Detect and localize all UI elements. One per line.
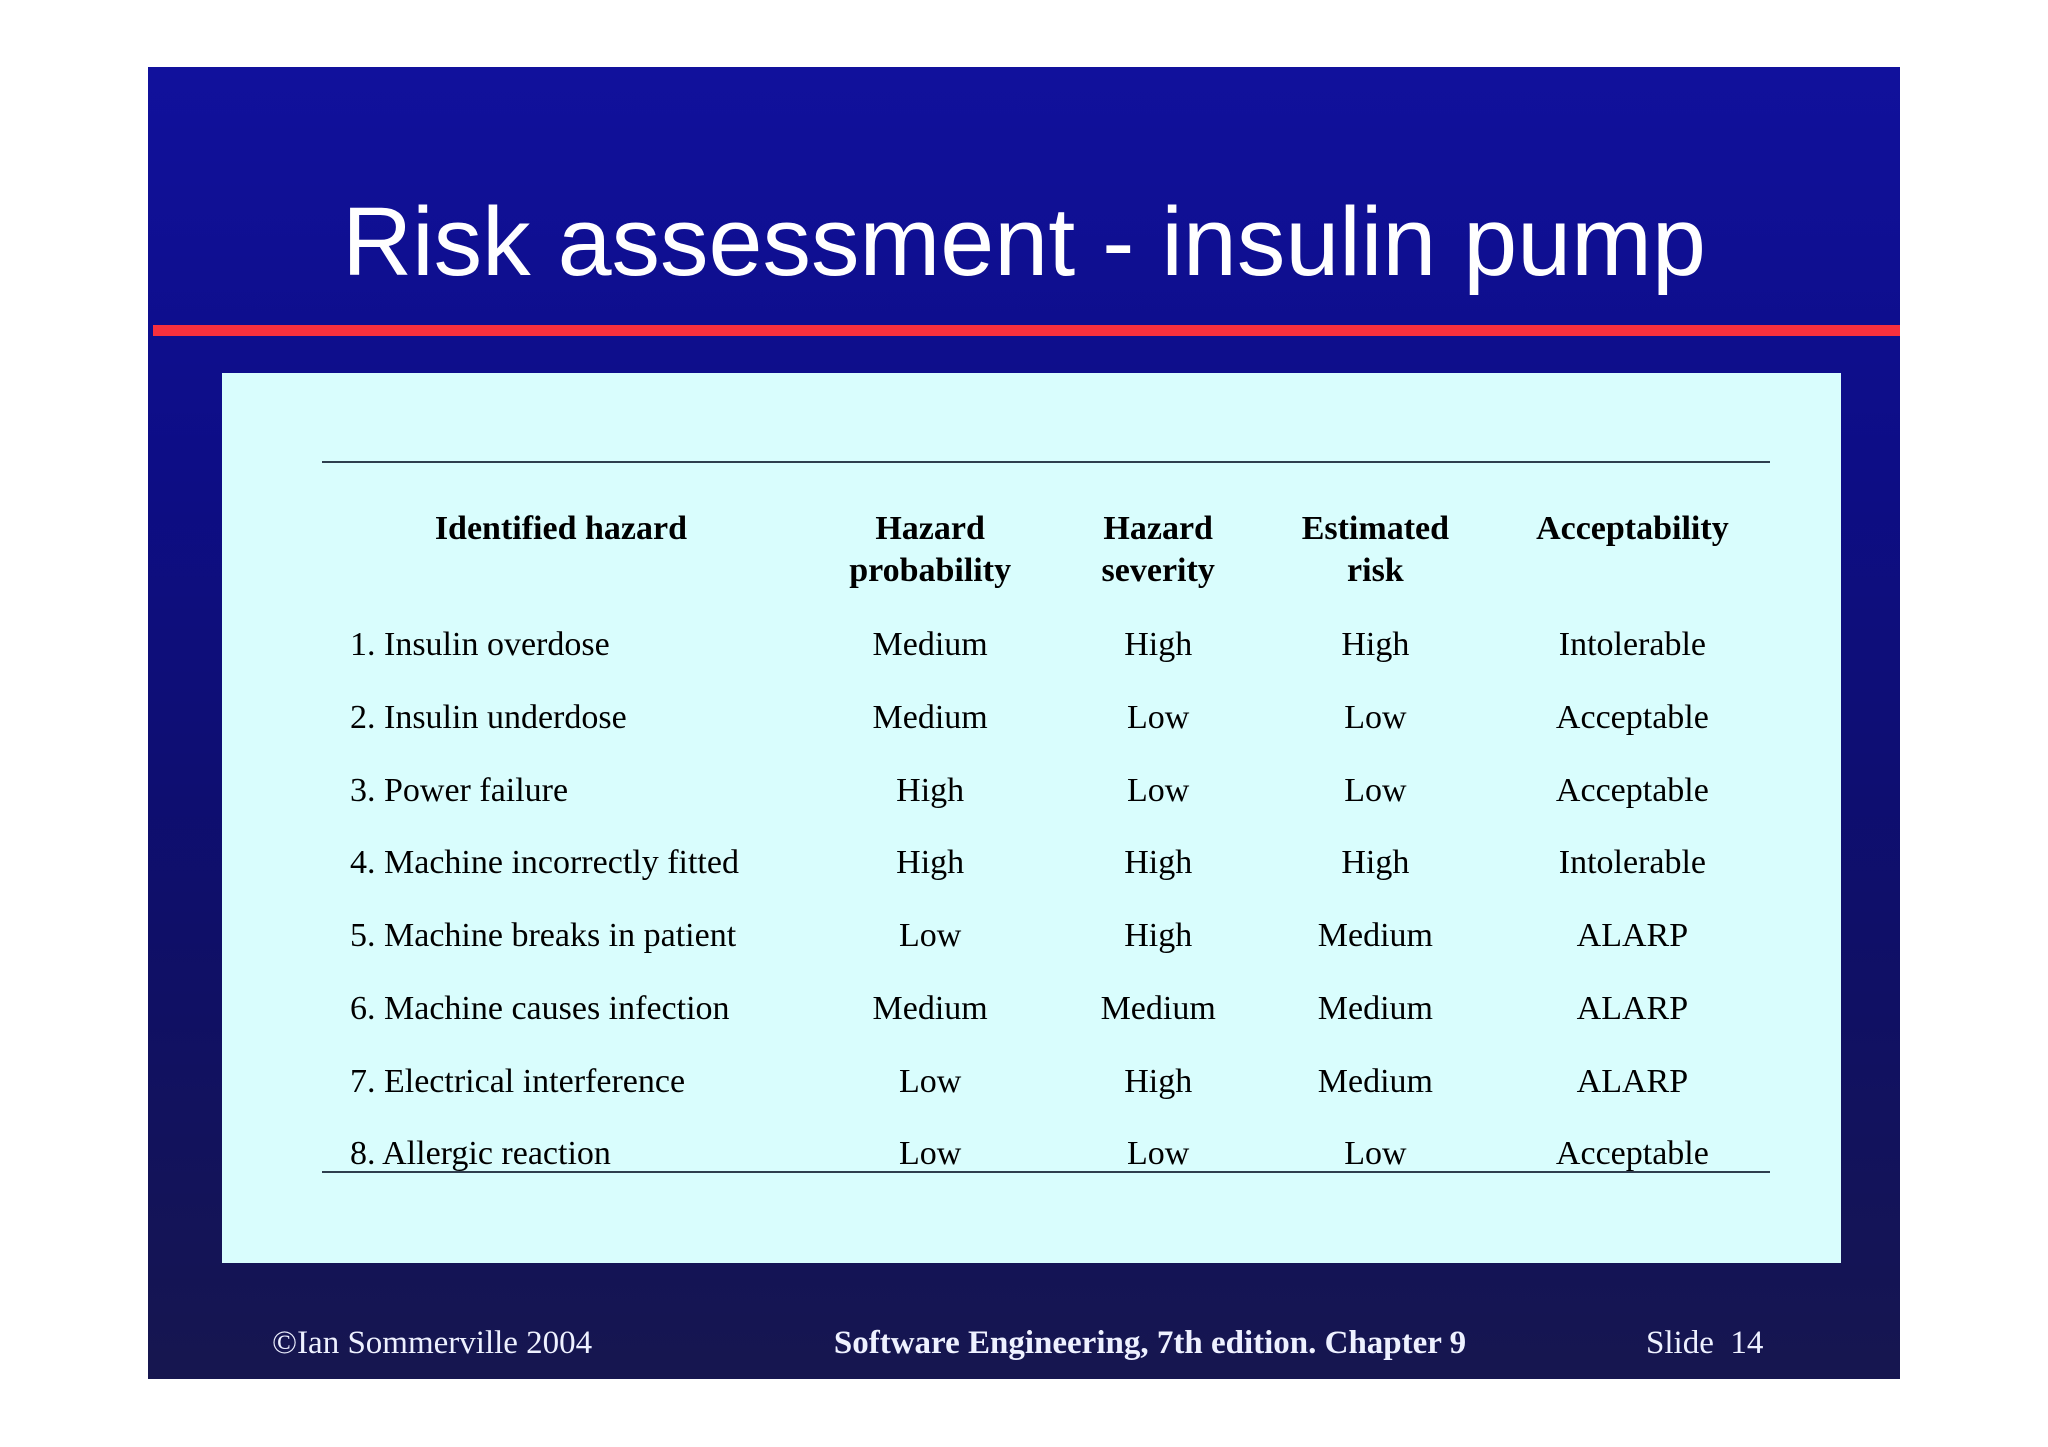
risk-cell: Low — [1344, 1135, 1407, 1173]
hazard-cell: 5. Machine breaks in patient — [350, 917, 737, 954]
header-hazard-probability: Hazard probability — [849, 510, 1012, 589]
probability-cell: Medium — [872, 989, 988, 1027]
acceptability-cell: Intolerable — [1558, 626, 1707, 663]
severity-cell: High — [1124, 626, 1193, 663]
risk-cell: Medium — [1317, 989, 1433, 1027]
severity-cell: Low — [1127, 1135, 1190, 1173]
table-row: 6. Machine causes infection Medium Mediu… — [322, 973, 1770, 1046]
header-acceptability: Acceptability — [1536, 510, 1729, 547]
risk-cell: Low — [1344, 698, 1407, 736]
header-hazard-severity: Hazard severity — [1101, 510, 1215, 589]
probability-cell: Low — [898, 1135, 962, 1173]
severity-cell: High — [1124, 917, 1193, 954]
acceptability-cell: ALARP — [1576, 917, 1689, 954]
severity-cell: High — [1124, 844, 1193, 882]
hazard-cell: 2. Insulin underdose — [350, 698, 627, 736]
risk-assessment-table: Identified hazard Hazard probability Haz… — [322, 463, 1770, 1191]
table-bottom-rule — [322, 1171, 1770, 1173]
table-row: 2. Insulin underdose Medium Low Low Acce… — [322, 682, 1770, 755]
risk-cell: Medium — [1317, 917, 1433, 954]
severity-cell: Low — [1127, 771, 1190, 809]
slide: Risk assessment - insulin pump Identifie… — [148, 67, 1900, 1379]
table-row: 3. Power failure High Low Low Acceptable — [322, 755, 1770, 828]
hazard-cell: 1. Insulin overdose — [350, 626, 610, 663]
probability-cell: High — [896, 844, 965, 882]
severity-cell: Low — [1127, 698, 1190, 736]
header-identified-hazard: Identified hazard — [434, 510, 687, 547]
table-top-rule — [322, 461, 1770, 463]
hazard-cell: 8. Allergic reaction — [350, 1135, 611, 1173]
table-header-row: Identified hazard Hazard probability Haz… — [322, 463, 1770, 609]
table-row: 7. Electrical interference Low High Medi… — [322, 1046, 1770, 1119]
probability-cell: Low — [898, 1062, 962, 1100]
slide-title: Risk assessment - insulin pump — [342, 187, 1706, 296]
hazard-cell: 4. Machine incorrectly fitted — [350, 844, 739, 882]
probability-cell: Medium — [872, 698, 988, 736]
risk-cell: High — [1341, 626, 1410, 663]
footer-book-title: Software Engineering, 7th edition. Chapt… — [833, 1325, 1467, 1361]
hazard-cell: 7. Electrical interference — [350, 1062, 686, 1100]
probability-cell: High — [896, 771, 965, 809]
severity-cell: Medium — [1100, 989, 1216, 1027]
acceptability-cell: ALARP — [1576, 1062, 1689, 1100]
acceptability-cell: ALARP — [1576, 989, 1689, 1027]
acceptability-cell: Intolerable — [1558, 844, 1707, 882]
footer-slide-number: Slide 14 — [1646, 1325, 1764, 1361]
table-row: 1. Insulin overdose Medium High High Int… — [322, 609, 1770, 682]
header-estimated-risk: Estimated risk — [1301, 510, 1450, 589]
acceptability-cell: Acceptable — [1555, 1135, 1709, 1173]
risk-cell: Medium — [1317, 1062, 1433, 1100]
severity-cell: High — [1124, 1062, 1193, 1100]
table-row: 8. Allergic reaction Low Low Low Accepta… — [322, 1118, 1770, 1191]
hazard-cell: 3. Power failure — [350, 771, 569, 809]
risk-cell: Low — [1344, 771, 1407, 809]
table-row: 4. Machine incorrectly fitted High High … — [322, 827, 1770, 900]
probability-cell: Medium — [872, 626, 988, 663]
title-accent-line — [153, 325, 1900, 336]
risk-cell: High — [1341, 844, 1410, 882]
table-panel: Identified hazard Hazard probability Haz… — [222, 373, 1841, 1263]
acceptability-cell: Acceptable — [1555, 698, 1709, 736]
footer-copyright: ©Ian Sommerville 2004 — [272, 1325, 593, 1361]
acceptability-cell: Acceptable — [1555, 771, 1709, 809]
table-row: 5. Machine breaks in patient Low High Me… — [322, 900, 1770, 973]
probability-cell: Low — [898, 917, 962, 954]
hazard-cell: 6. Machine causes infection — [350, 989, 730, 1027]
